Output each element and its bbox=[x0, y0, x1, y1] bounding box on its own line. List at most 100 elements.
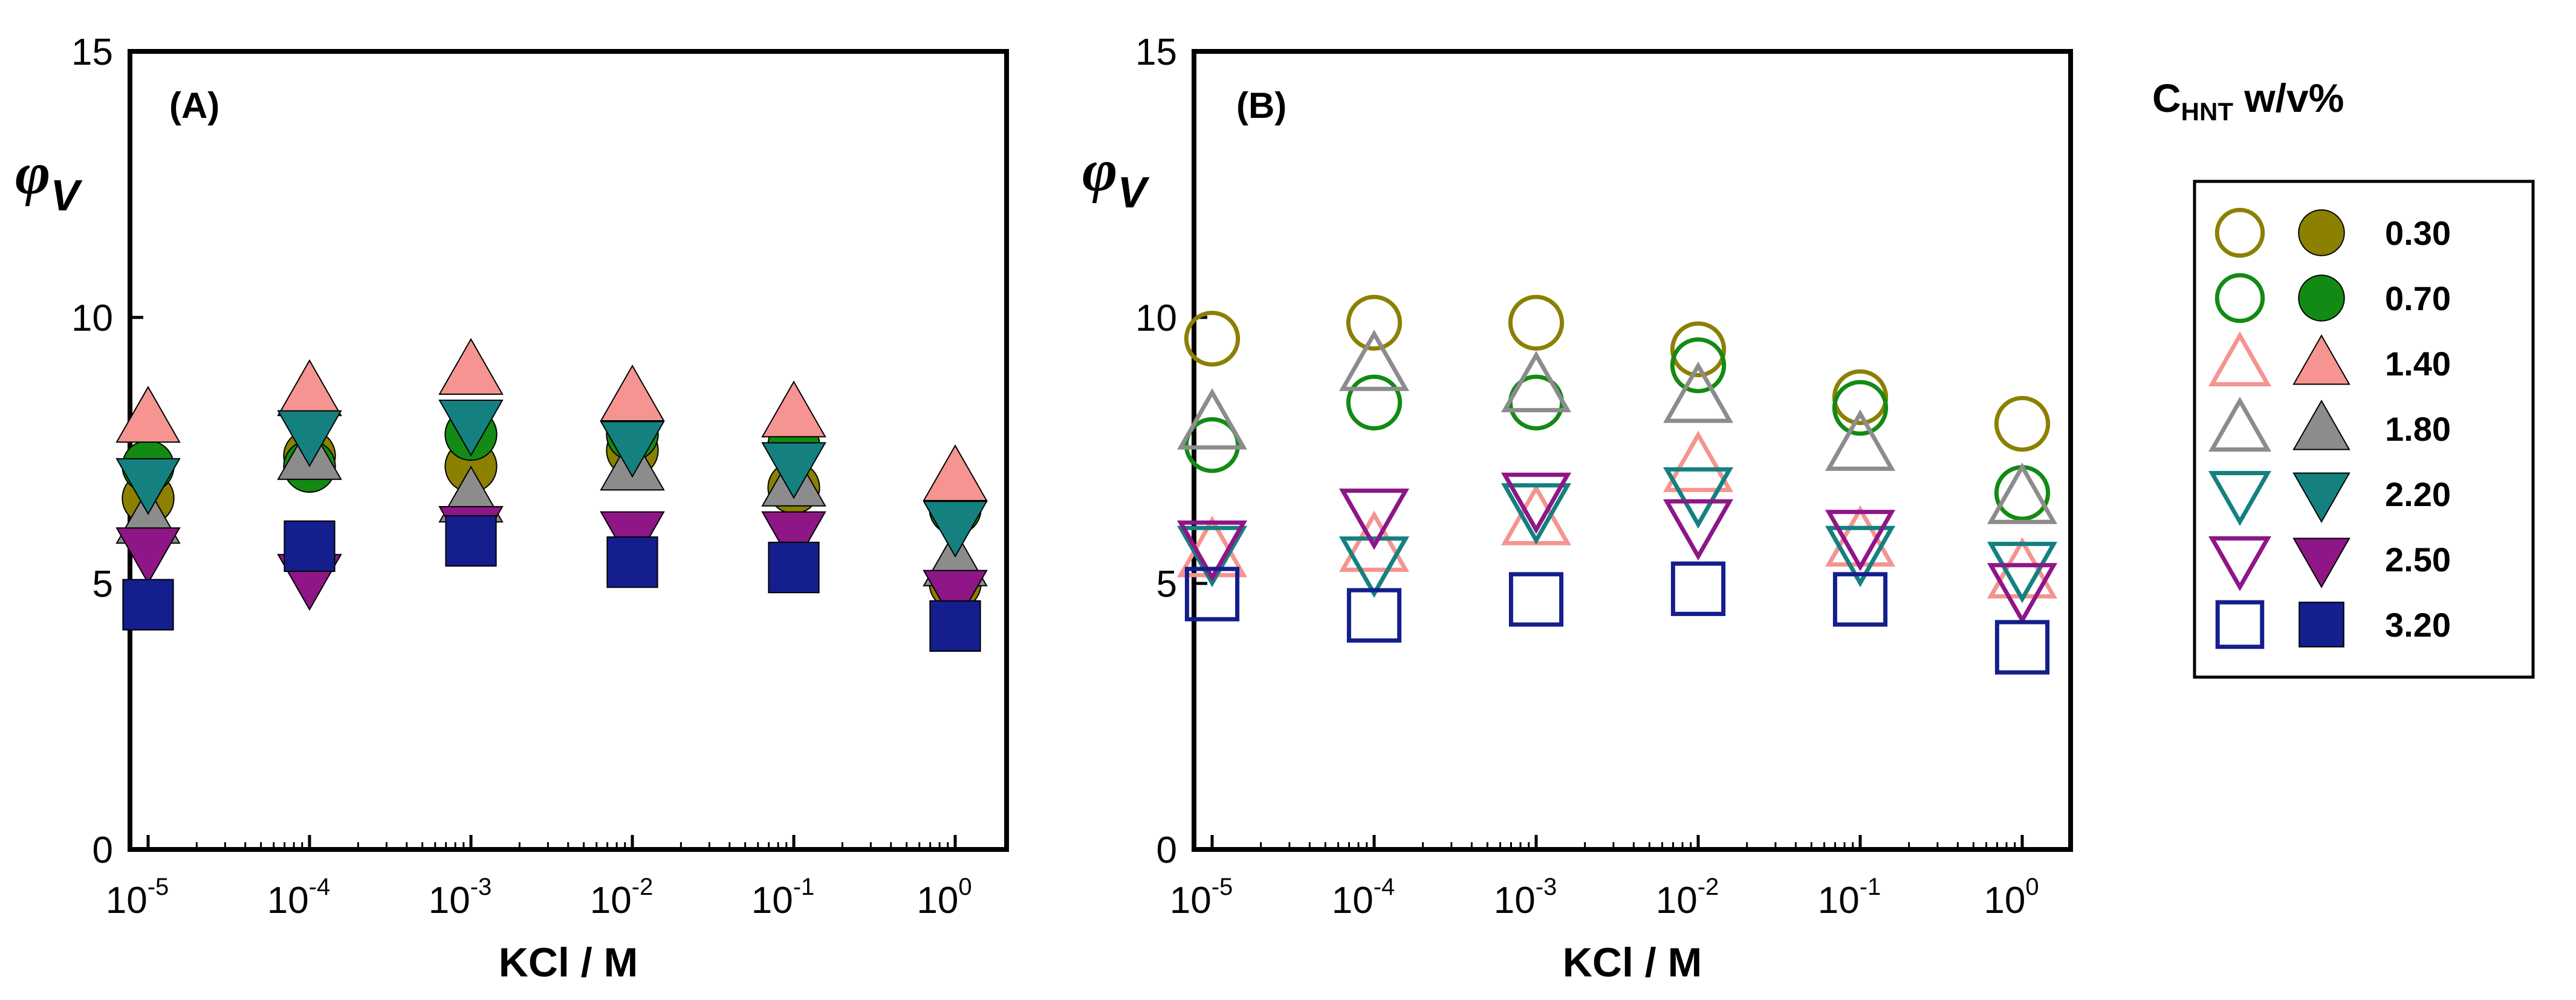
point-circle-0_30 bbox=[1994, 395, 2051, 452]
point-square-3_20 bbox=[1670, 561, 1726, 616]
point-triangle-down-2_50 bbox=[923, 570, 988, 627]
legend-entries: 0.30 0.70 1.40 1.80 2.20 2.50 3.20 bbox=[2208, 207, 2451, 649]
point-triangle-down-2_20 bbox=[1663, 467, 1734, 529]
y-tick-label: 5 bbox=[92, 563, 113, 605]
y-ticks-b: 0 5 10 15 bbox=[1135, 31, 1207, 871]
panel-label-a: (A) bbox=[169, 85, 219, 126]
point-triangle-down-2_20 bbox=[1338, 536, 1410, 598]
point-triangle-down-2_20 bbox=[115, 458, 181, 515]
y-axis-label-a: φV bbox=[15, 140, 83, 220]
y-tick-label: 5 bbox=[1157, 563, 1177, 605]
point-circle-0_30 bbox=[1670, 321, 1727, 377]
legend-marker-open bbox=[2208, 331, 2272, 386]
point-triangle-down-2_20 bbox=[923, 501, 988, 558]
legend-marker-open bbox=[2208, 536, 2272, 592]
point-circle-0_70 bbox=[1994, 465, 2051, 521]
point-triangle-down-2_50 bbox=[1663, 499, 1734, 561]
point-circle-0_30 bbox=[1508, 294, 1565, 351]
x-tick-label: 100 bbox=[917, 874, 972, 921]
point-triangle-up-1_40 bbox=[600, 364, 665, 421]
y-tick-label: 15 bbox=[1135, 31, 1177, 73]
point-triangle-up-1_80 bbox=[1338, 330, 1410, 391]
point-triangle-up-1_80 bbox=[1663, 361, 1734, 423]
point-triangle-up-1_40 bbox=[115, 386, 181, 443]
point-triangle-down-2_20 bbox=[1987, 542, 2058, 603]
x-tick-label: 10-5 bbox=[1170, 874, 1233, 921]
point-square-3_20 bbox=[1508, 572, 1564, 627]
point-triangle-down-2_50 bbox=[115, 527, 181, 585]
y-axis-label-b: φV bbox=[1082, 137, 1150, 217]
legend-box bbox=[2193, 180, 2535, 679]
legend-label: 0.30 bbox=[2385, 214, 2451, 252]
x-tick-label: 10-1 bbox=[751, 874, 815, 921]
x-tick-label: 10-1 bbox=[1818, 874, 1881, 921]
point-square-3_20 bbox=[122, 579, 174, 631]
legend-marker-filled bbox=[2298, 209, 2345, 256]
point-triangle-up-1_40 bbox=[1338, 510, 1410, 572]
x-tick-label: 10-4 bbox=[267, 874, 331, 921]
point-triangle-up-1_40 bbox=[1663, 430, 1734, 492]
point-square-3_20 bbox=[1832, 572, 1888, 627]
legend: CHNT w/v% 0.30 0.70 1.40 1.80 2.20 2.50 3.20 bbox=[2152, 76, 2535, 679]
point-triangle-down-2_20 bbox=[1501, 483, 1572, 545]
point-triangle-up-1_40 bbox=[761, 380, 826, 438]
legend-marker-filled bbox=[2292, 399, 2351, 450]
legend-marker-open bbox=[2214, 273, 2265, 323]
data-points-b bbox=[1176, 294, 2058, 675]
legend-marker-filled bbox=[2298, 274, 2345, 322]
point-circle-0_70 bbox=[1346, 374, 1403, 430]
point-square-3_20 bbox=[1346, 588, 1402, 643]
x-ticks-a: 10-5 10-4 10-3 10-2 10-1 100 bbox=[106, 835, 972, 921]
legend-marker-open bbox=[2208, 396, 2272, 452]
point-triangle-down-2_50 bbox=[1825, 510, 1896, 571]
y-tick-label: 10 bbox=[1135, 297, 1177, 339]
point-square-3_20 bbox=[1184, 567, 1240, 622]
point-triangle-down-2_20 bbox=[600, 421, 665, 478]
plot-frame-b bbox=[1192, 49, 2073, 852]
point-triangle-up-1_80 bbox=[1987, 463, 2058, 524]
point-triangle-up-1_40 bbox=[1501, 484, 1572, 545]
point-triangle-down-2_20 bbox=[277, 410, 342, 467]
legend-label: 2.20 bbox=[2385, 475, 2451, 513]
legend-marker-filled bbox=[2292, 334, 2351, 385]
point-circle-0_30 bbox=[1184, 311, 1241, 367]
point-triangle-down-2_20 bbox=[761, 442, 826, 499]
x-axis-label-a: KCl / M bbox=[499, 940, 638, 985]
legend-marker-open bbox=[2215, 600, 2265, 649]
y-ticks-a: 0 5 10 15 bbox=[71, 31, 143, 871]
legend-marker-open bbox=[2214, 207, 2265, 258]
point-triangle-up-1_40 bbox=[1825, 505, 1896, 567]
legend-marker-filled bbox=[2299, 602, 2344, 648]
point-triangle-up-1_80 bbox=[1825, 409, 1896, 471]
point-square-3_20 bbox=[1994, 620, 2050, 675]
legend-marker-open bbox=[2208, 471, 2272, 527]
point-triangle-up-1_80 bbox=[1501, 351, 1572, 412]
point-triangle-down-2_20 bbox=[1825, 525, 1896, 588]
data-points-a bbox=[115, 337, 988, 652]
point-square-3_20 bbox=[606, 536, 658, 588]
point-triangle-up-1_40 bbox=[1987, 537, 2058, 599]
x-ticks-b: 10-5 10-4 10-3 10-2 10-1 100 bbox=[1170, 835, 2039, 921]
point-circle-0_30 bbox=[1346, 294, 1403, 351]
x-tick-label: 10-3 bbox=[1494, 874, 1557, 921]
y-tick-label: 15 bbox=[71, 31, 113, 73]
point-circle-0_70 bbox=[1832, 380, 1889, 436]
x-tick-label: 10-2 bbox=[590, 874, 654, 921]
point-triangle-up-1_40 bbox=[438, 337, 504, 395]
point-circle-0_70 bbox=[1184, 417, 1241, 473]
point-circle-0_70 bbox=[1670, 337, 1727, 394]
x-tick-label: 10-2 bbox=[1656, 874, 1719, 921]
legend-label: 3.20 bbox=[2385, 606, 2451, 644]
legend-label: 1.80 bbox=[2385, 410, 2451, 448]
panel-label-b: (B) bbox=[1236, 85, 1286, 126]
point-square-3_20 bbox=[284, 520, 336, 572]
plot-frame-a bbox=[128, 49, 1009, 852]
legend-marker-filled bbox=[2292, 537, 2351, 589]
point-square-3_20 bbox=[929, 600, 981, 652]
point-triangle-down-2_20 bbox=[438, 400, 504, 457]
legend-label: 0.70 bbox=[2385, 279, 2451, 317]
y-tick-label: 10 bbox=[71, 297, 113, 339]
